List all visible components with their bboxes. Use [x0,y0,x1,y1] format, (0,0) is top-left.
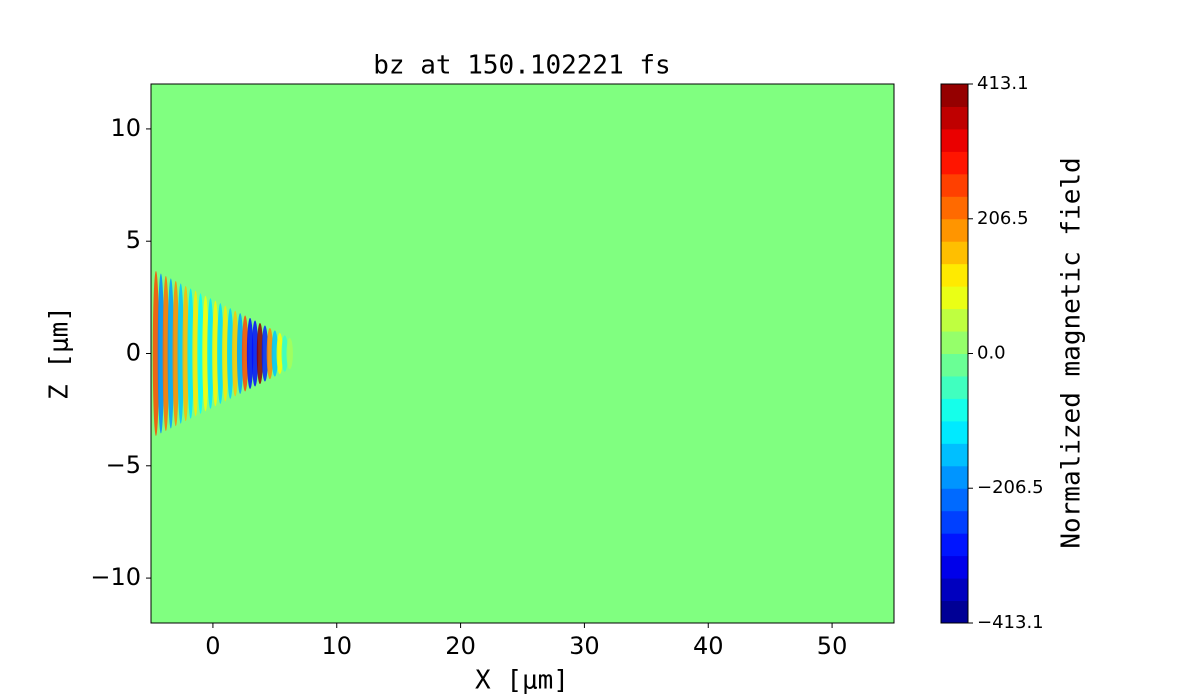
colorbar-level [941,263,968,287]
field-stripe [261,325,269,382]
x-tick-label: 0 [205,632,220,660]
colorbar-level [941,286,968,310]
field-stripe [182,285,189,422]
field-stripe [192,290,199,417]
colorbar-level [941,353,968,377]
y-tick-label: 0 [126,339,141,367]
field-stripe [217,303,224,404]
colorbar-level [941,331,968,354]
colorbar-level [941,555,968,579]
field-stripe [177,283,184,424]
field-stripe [251,320,259,387]
colorbar-level [941,218,968,242]
field-stripe [246,318,254,389]
colorbar-tick-label: −206.5 [977,477,1044,498]
y-tick-label: −10 [90,563,141,591]
colorbar-level [941,578,968,602]
field-stripe [281,335,288,372]
field-stripe [152,270,160,437]
x-tick-label: 20 [445,632,476,660]
field-stripe [266,327,274,380]
colorbar-level [941,398,968,422]
field-stripe [241,315,249,392]
colorbar-level [941,375,968,399]
colorbar-level [941,510,968,534]
colorbar-level [941,106,968,130]
colorbar-level [941,533,968,557]
field-stripe [227,308,234,399]
y-tick-label: 10 [110,114,141,142]
colorbar-tick-label: 206.5 [977,208,1029,229]
colorbar-level [941,443,968,467]
field-stripe [157,273,165,434]
x-tick-label: 50 [817,632,848,660]
colorbar-level [941,488,968,512]
field-stripe [222,305,229,402]
field [152,270,293,437]
y-tick-label: 5 [126,226,141,254]
x-tick-label: 10 [321,632,352,660]
field-stripe [256,322,264,385]
colorbar-level [941,308,968,332]
colorbar-level [941,196,968,220]
x-axis-label: X [μm] [475,666,569,696]
x-tick-label: 30 [569,632,600,660]
colorbar-level [941,173,968,197]
colorbar-label: Normalized magnetic field [1057,157,1087,548]
x-tick-label: 40 [693,632,724,660]
field-stripe [187,288,194,419]
y-axis-label: Z [μm] [45,306,75,400]
colorbar-level [941,151,968,175]
field-stripe [167,278,175,429]
field-stripe [197,293,204,414]
colorbar-tick-label: 0.0 [977,343,1006,364]
colorbar-level [941,128,968,152]
y-tick-label: −5 [106,451,141,479]
field-stripe [172,280,179,427]
field-stripe [162,275,170,432]
field-stripe [212,300,219,407]
colorbar-level [941,84,968,107]
field-stripe [286,337,293,370]
colorbar-level [941,241,968,265]
chart-title: bz at 150.102221 fs [373,51,670,81]
field-stripe [236,313,244,394]
colorbar-level [941,420,968,444]
colorbar-level [941,600,968,624]
colorbar-tick-label: 413.1 [977,73,1029,94]
field-stripe [207,298,214,409]
field-stripe [276,332,283,375]
field-stripe [271,330,279,377]
colorbar-tick-label: −413.1 [977,612,1044,633]
field-stripe [232,310,239,397]
colorbar-level [941,465,968,489]
field-stripe [202,295,209,412]
